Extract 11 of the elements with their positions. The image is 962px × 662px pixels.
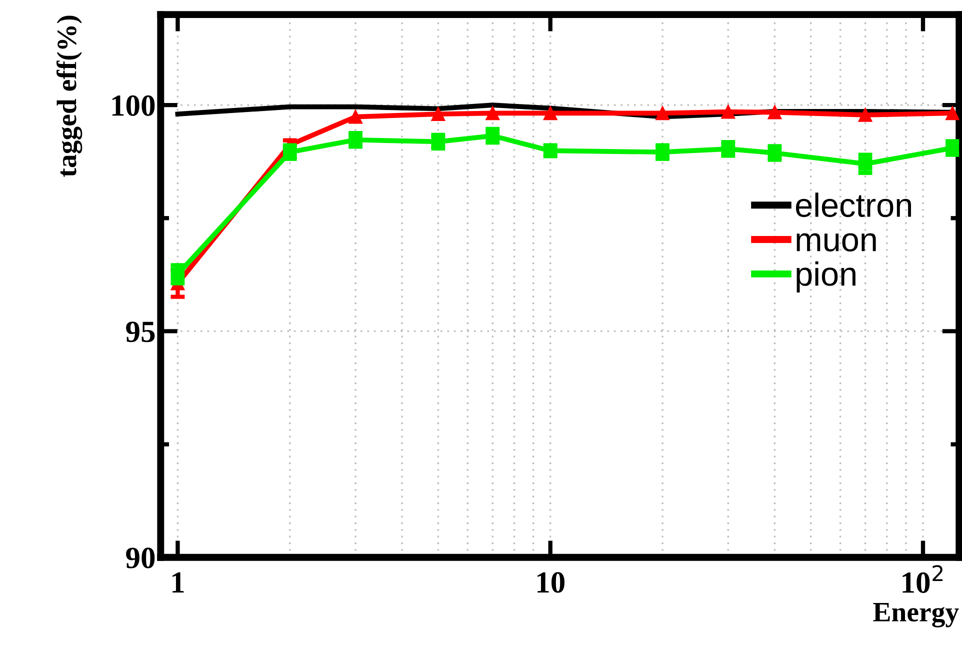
legend-label: muon	[796, 233, 876, 252]
y-tick-label: 100	[112, 95, 155, 116]
y-tick-label: 90	[126, 548, 155, 568]
x-axis-title: Energy	[873, 603, 959, 628]
legend-label: pion	[796, 261, 856, 292]
x-tick-label: 10	[538, 572, 564, 593]
y-axis-title: tagged eff(%)	[56, 16, 82, 177]
y-tick-label: 95	[126, 322, 155, 342]
legend-label: electron	[796, 192, 911, 218]
x-tick-label: 10$^{2}$	[902, 565, 943, 593]
x-tick-label: 1	[172, 572, 184, 592]
